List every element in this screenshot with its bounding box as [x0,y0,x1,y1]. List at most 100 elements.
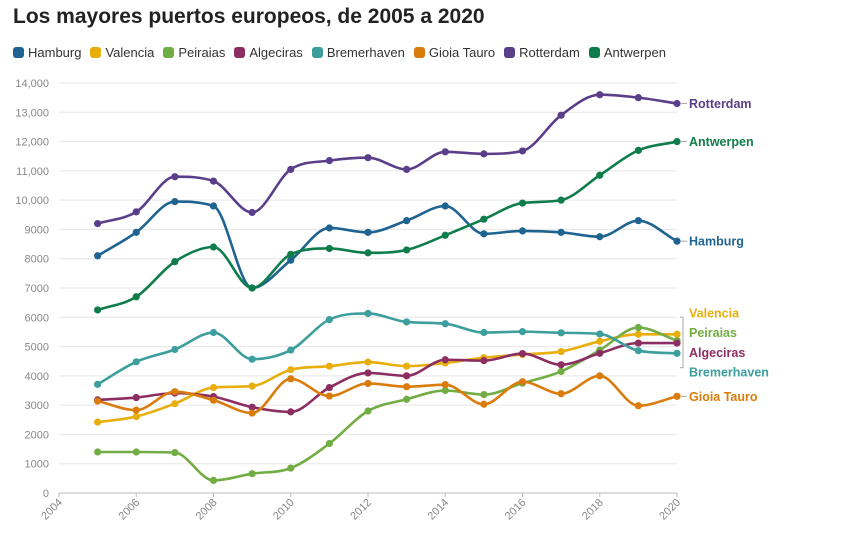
data-point-valencia [673,330,681,338]
y-tick-label: 6000 [25,312,49,324]
series-line-peiraias [96,326,679,482]
data-point-gioia-tauro [209,396,218,404]
series-line-antwerpen [96,140,679,312]
legend-item-hamburg[interactable]: Hamburg [13,45,81,60]
data-point-algeciras [557,361,565,369]
data-point-peiraias [171,448,179,457]
data-point-rotterdam [596,91,604,99]
data-point-algeciras [132,393,140,402]
x-tick-label: 2010 [271,497,297,523]
end-label-valencia: Valencia [689,306,740,320]
data-point-peiraias [325,439,333,448]
legend-item-peiraias[interactable]: Peiraias [163,45,225,60]
legend-label: Gioia Tauro [428,45,496,60]
data-point-antwerpen [248,284,256,292]
end-label-antwerpen: Antwerpen [689,135,754,149]
legend-label: Antwerpen [603,45,666,60]
data-point-peiraias [132,448,140,456]
end-label-hamburg: Hamburg [689,235,744,249]
legend-item-algeciras[interactable]: Algeciras [234,45,303,60]
legend-item-bremerhaven[interactable]: Bremerhaven [311,45,405,60]
series-line-bremerhaven [96,312,679,386]
y-tick-label: 3000 [25,400,49,412]
data-point-valencia [94,418,102,426]
data-point-peiraias [403,395,411,403]
y-tick-label: 9000 [25,224,49,236]
data-point-valencia [171,400,179,408]
data-point-peiraias [634,323,642,332]
legend-label: Rotterdam [519,45,580,60]
data-point-gioia-tauro [596,372,604,380]
data-point-peiraias [480,391,488,399]
data-point-bremerhaven [634,347,642,355]
data-point-algeciras [518,350,527,358]
y-tick-label: 4000 [25,371,49,383]
data-point-bremerhaven [596,330,604,338]
data-point-antwerpen [557,196,565,204]
data-point-valencia [634,330,642,338]
data-point-gioia-tauro [441,381,449,389]
chart-title: Los mayores puertos europeos, de 2005 a … [13,5,485,28]
legend-label: Algeciras [249,45,303,60]
data-point-algeciras [441,356,449,364]
y-tick-label: 13,000 [15,107,49,119]
legend-label: Hamburg [28,45,82,60]
data-point-rotterdam [132,208,140,216]
data-point-hamburg [364,228,372,236]
end-label-peiraias: Peiraias [689,326,737,340]
data-point-gioia-tauro [94,397,102,405]
data-point-gioia-tauro [171,388,179,396]
legend-item-gioia-tauro[interactable]: Gioia Tauro [413,45,496,60]
data-point-antwerpen [634,146,642,154]
data-point-bremerhaven [248,355,256,363]
data-point-hamburg [480,230,488,238]
data-point-gioia-tauro [557,390,565,398]
data-point-hamburg [209,202,218,210]
legend-item-valencia[interactable]: Valencia [90,45,154,60]
data-point-rotterdam [171,173,179,181]
legend-swatch [413,47,425,58]
data-point-bremerhaven [441,320,449,328]
y-tick-label: 2000 [25,429,49,441]
data-point-hamburg [325,224,333,232]
series-line-gioia-tauro [96,374,679,415]
data-point-valencia [557,347,565,356]
y-tick-label: 5000 [25,342,49,354]
data-point-bremerhaven [480,328,488,337]
legend-label: Valencia [105,45,155,60]
data-point-gioia-tauro [634,402,642,410]
series-line-rotterdam [96,93,679,225]
legend-swatch [311,47,323,58]
data-point-algeciras [248,403,256,411]
data-point-hamburg [94,252,102,260]
data-point-peiraias [287,464,295,472]
data-point-peiraias [94,448,102,456]
data-point-rotterdam [325,157,333,165]
data-point-valencia [248,382,256,390]
data-point-rotterdam [480,150,488,158]
data-point-rotterdam [557,111,565,119]
data-point-bremerhaven [518,328,527,336]
data-point-rotterdam [441,148,449,156]
data-point-bremerhaven [557,329,565,337]
legend-item-rotterdam[interactable]: Rotterdam [504,45,580,60]
data-point-gioia-tauro [480,400,488,408]
data-point-bremerhaven [403,318,411,326]
data-point-antwerpen [518,199,527,207]
legend-swatch [588,47,600,58]
data-point-antwerpen [325,244,333,253]
data-point-hamburg [287,256,295,264]
legend-item-antwerpen[interactable]: Antwerpen [588,45,666,60]
data-point-antwerpen [287,250,295,258]
data-point-peiraias [364,407,372,415]
legend-swatch [90,47,102,58]
data-point-rotterdam [364,154,372,162]
data-point-gioia-tauro [403,383,411,391]
data-point-valencia [325,362,333,370]
data-point-peiraias [557,367,565,376]
y-tick-label: 0 [43,488,49,500]
data-point-bremerhaven [209,328,218,337]
data-point-rotterdam [634,94,642,102]
data-point-peiraias [248,470,256,478]
